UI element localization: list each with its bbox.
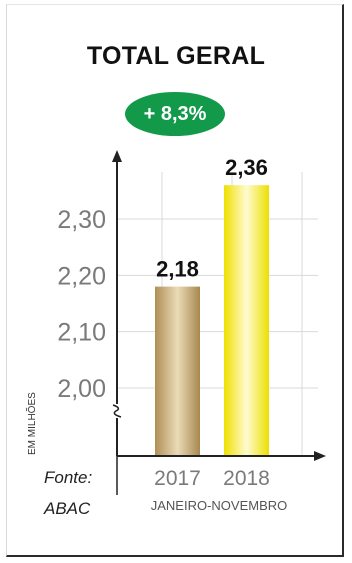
y-axis-arrow	[112, 150, 122, 162]
chart-frame	[6, 4, 344, 557]
x-axis-arrow	[314, 451, 326, 461]
y-tick-label: 2,30	[57, 206, 106, 234]
y-tick-label: 2,00	[57, 375, 106, 403]
bar-2017	[155, 286, 200, 456]
source-name: ABAC	[44, 499, 91, 518]
grid-lines	[117, 172, 318, 456]
labels: 2,18 2017 2,36 2018 2,00 2,10 2,20 2,30 EM MILHÕ…	[25, 155, 287, 513]
growth-badge-label: + 8,3%	[143, 102, 207, 125]
value-label-2017: 2,18	[156, 257, 199, 282]
y-tick-label: 2,20	[57, 262, 106, 290]
x-axis-label: JANEIRO-NOVEMBRO	[151, 498, 288, 513]
source-label: Fonte:	[44, 468, 93, 487]
category-label-2018: 2018	[223, 467, 270, 490]
axis-break-mark	[112, 404, 122, 418]
value-label-2018: 2,36	[225, 155, 268, 180]
chart-title: TOTAL GERAL	[86, 42, 266, 70]
axes	[112, 150, 326, 495]
y-axis-label: EM MILHÕES	[25, 392, 38, 455]
bars	[155, 185, 269, 456]
category-label-2017: 2017	[154, 467, 201, 490]
growth-badge: + 8,3%	[125, 92, 225, 136]
y-tick-label: 2,10	[57, 319, 106, 347]
bar-2018	[224, 185, 269, 456]
